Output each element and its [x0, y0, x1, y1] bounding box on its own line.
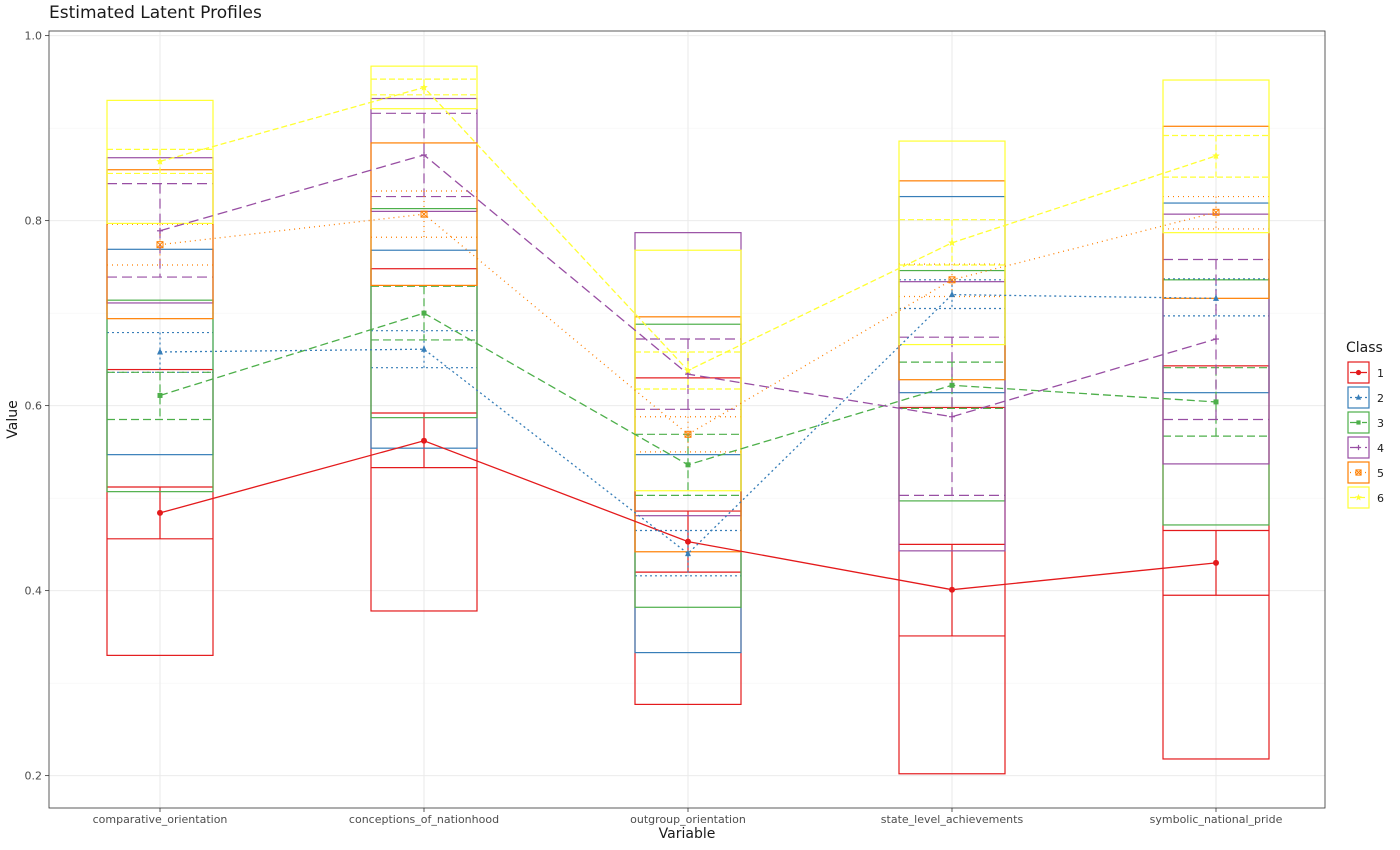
class-5-box: [370, 142, 478, 286]
class-4-box: [1162, 213, 1270, 465]
x-tick-label: outgroup_orientation: [630, 813, 746, 826]
legend-label: 5: [1377, 467, 1384, 480]
panel-border: [48, 30, 1326, 809]
legend-item-class-2: 2: [1347, 386, 1384, 409]
class-1-point: [157, 509, 163, 516]
class-4-box: [898, 281, 1006, 552]
class-3-point: [1213, 399, 1219, 405]
y-tick-label: 0.4: [25, 585, 43, 598]
class-3-point: [421, 310, 427, 316]
y-tick-label: 0.2: [25, 770, 43, 783]
legend-item-class-4: 4: [1347, 436, 1384, 459]
class-6-box: [1162, 79, 1270, 234]
legend: Class 1 2 3 4 5 6: [1346, 340, 1384, 509]
class-6-errorbar: [371, 78, 477, 96]
legend-key: [1347, 461, 1370, 484]
legend-key: [1347, 386, 1370, 409]
legend-key-marker: [1355, 493, 1362, 501]
class-1-point: [421, 437, 427, 444]
legend-item-class-3: 3: [1347, 411, 1384, 434]
class-6-box: [898, 140, 1006, 346]
class-2-point: [1213, 294, 1219, 301]
class-5-point: [1212, 208, 1220, 216]
legend-key-marker: [1356, 420, 1361, 425]
class-2-point: [949, 290, 955, 298]
chart-title: Estimated Latent Profiles: [49, 3, 262, 23]
class-3-point: [685, 462, 691, 468]
x-tick-label: state_level_achievements: [881, 813, 1024, 826]
legend-label: 3: [1377, 417, 1384, 430]
class-4-point: [949, 413, 955, 420]
x-tick-label: conceptions_of_nationhood: [349, 813, 499, 826]
legend-label: 4: [1377, 442, 1384, 455]
class-2-errorbar: [107, 331, 213, 373]
legend-label: 6: [1377, 492, 1384, 505]
class-2-line: [159, 293, 1217, 555]
y-tick-label: 0.6: [25, 400, 43, 413]
legend-title: Class: [1346, 340, 1383, 356]
class-5-errorbar: [635, 416, 741, 453]
class-5-point: [420, 210, 428, 218]
class-5-errorbar: [1163, 195, 1269, 230]
y-axis-title: Value: [5, 400, 21, 438]
legend-item-class-6: 6: [1347, 486, 1384, 509]
class-3-errorbar: [107, 371, 213, 421]
class-3-point: [949, 382, 955, 388]
legend-item-class-1: 1: [1347, 361, 1384, 384]
class-6-point: [156, 157, 164, 165]
legend-key: [1347, 486, 1370, 509]
class-1-point: [685, 538, 691, 545]
legend-key-marker: [1355, 369, 1362, 376]
class-3-point: [157, 392, 163, 398]
legend-key: [1347, 436, 1370, 459]
class-6-box: [106, 99, 214, 225]
class-4-point: [1213, 336, 1219, 343]
class-3-box: [370, 208, 478, 419]
grid-lines: [49, 31, 1325, 808]
legend-key: [1347, 361, 1370, 384]
class-4-point: [421, 151, 427, 158]
class-1-point: [949, 586, 955, 593]
class-2-point: [157, 348, 163, 355]
axes: 0.2 0.4 0.6 0.8 1.0 comparative_orientation co…: [25, 30, 1283, 826]
legend-key-marker: [1355, 469, 1362, 476]
class-6-point: [948, 238, 956, 247]
class-6-point: [420, 83, 428, 91]
class-6-point: [1212, 151, 1220, 160]
class-points: [156, 83, 1220, 593]
legend-label: 1: [1377, 367, 1384, 380]
x-axis-title: Variable: [659, 826, 716, 842]
class-6-box: [370, 65, 478, 110]
class-2-point: [685, 549, 691, 557]
class-3-box: [106, 299, 214, 493]
legend-label: 2: [1377, 392, 1384, 405]
class-1-point: [1213, 559, 1219, 566]
legend-key: [1347, 411, 1370, 434]
class-2-point: [421, 345, 427, 352]
class-5-point: [948, 276, 956, 284]
legend-item-class-5: 5: [1347, 461, 1384, 484]
class-4-point: [157, 227, 163, 234]
x-tick-label: symbolic_national_pride: [1150, 813, 1283, 826]
class-5-errorbar: [899, 263, 1005, 298]
class-6-box: [634, 249, 742, 492]
y-tick-label: 1.0: [25, 30, 43, 43]
legend-key-marker: [1355, 394, 1362, 400]
x-tick-label: comparative_orientation: [93, 813, 228, 826]
class-1-box: [898, 406, 1006, 775]
legend-key-marker: [1355, 444, 1362, 451]
class-5-point: [684, 430, 692, 438]
class-6-point: [684, 366, 692, 374]
class-5-point: [156, 241, 164, 249]
y-tick-label: 0.8: [25, 215, 43, 228]
